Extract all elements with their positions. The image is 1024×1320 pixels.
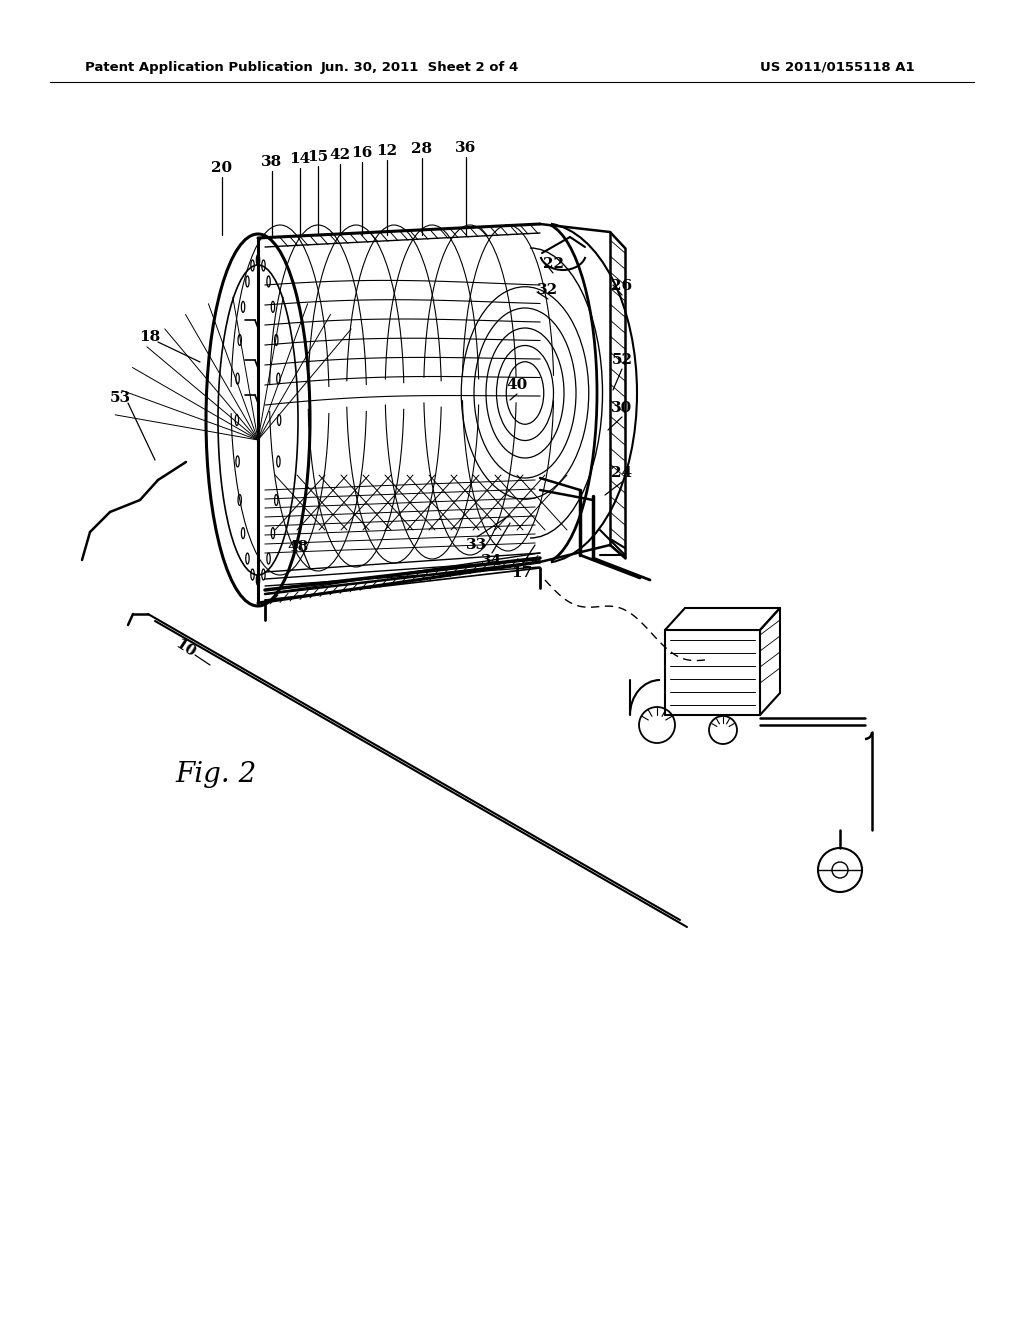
Text: Jun. 30, 2011  Sheet 2 of 4: Jun. 30, 2011 Sheet 2 of 4 <box>321 61 519 74</box>
Text: Fig. 2: Fig. 2 <box>175 762 256 788</box>
Text: 38: 38 <box>261 154 283 169</box>
Text: 10: 10 <box>172 636 198 660</box>
Text: 30: 30 <box>611 401 633 414</box>
Text: 32: 32 <box>538 282 558 297</box>
Text: 12: 12 <box>377 144 397 158</box>
Text: 16: 16 <box>351 147 373 160</box>
Text: 24: 24 <box>611 466 633 480</box>
Text: 22: 22 <box>543 257 563 271</box>
Text: 18: 18 <box>139 330 161 345</box>
Text: 36: 36 <box>456 141 476 154</box>
Text: US 2011/0155118 A1: US 2011/0155118 A1 <box>760 61 914 74</box>
Text: 53: 53 <box>110 391 131 405</box>
Text: 33: 33 <box>466 539 487 552</box>
Text: 28: 28 <box>412 143 432 156</box>
Text: 40: 40 <box>507 378 527 392</box>
Text: 14: 14 <box>290 152 310 166</box>
Text: 48: 48 <box>288 540 308 554</box>
Text: 52: 52 <box>611 352 633 367</box>
Text: 34: 34 <box>481 554 503 568</box>
Text: 15: 15 <box>307 150 329 164</box>
Text: 17: 17 <box>511 566 532 579</box>
Text: Patent Application Publication: Patent Application Publication <box>85 61 312 74</box>
Text: 20: 20 <box>211 161 232 176</box>
Text: 26: 26 <box>611 279 633 293</box>
Text: 42: 42 <box>330 148 350 162</box>
